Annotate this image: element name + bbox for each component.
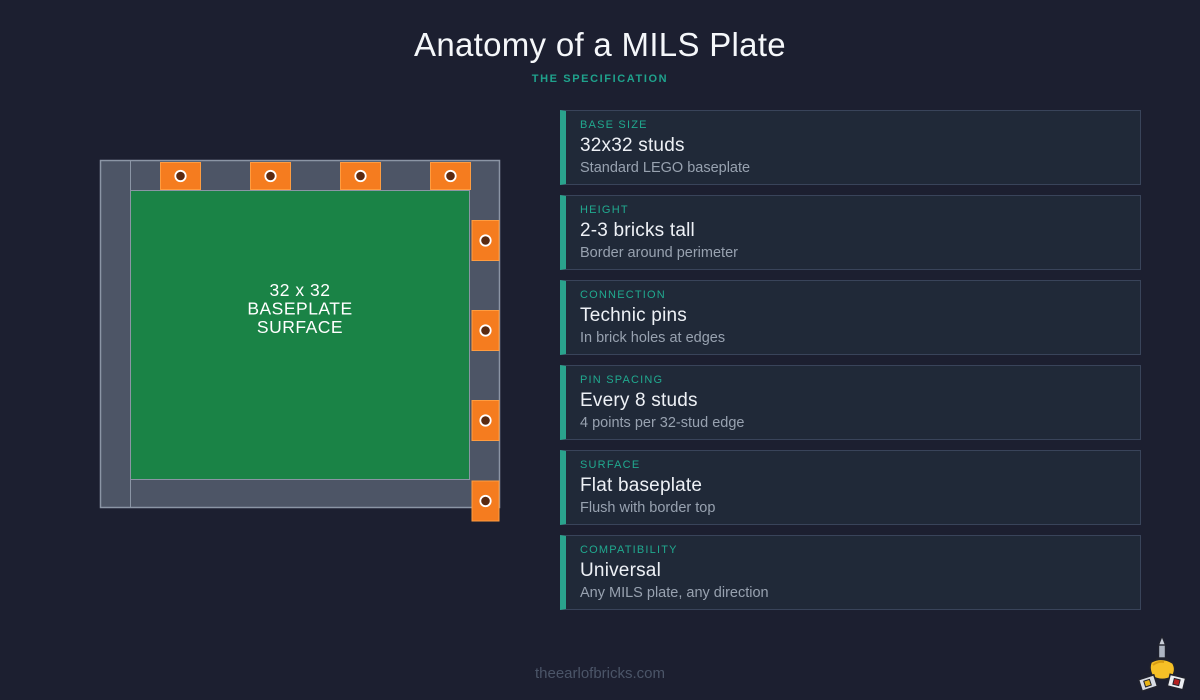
card-label: BASE SIZE <box>580 119 648 131</box>
card-description: Standard LEGO baseplate <box>580 160 751 176</box>
card-label: CONNECTION <box>580 289 666 301</box>
card-value: Every 8 studs <box>580 390 698 411</box>
card-label: HEIGHT <box>580 204 629 216</box>
technic-pin <box>471 220 500 261</box>
card-value: Universal <box>580 560 661 581</box>
top-pin-row <box>160 162 471 190</box>
card-description: Any MILS plate, any direction <box>580 585 769 601</box>
pin-hole-icon <box>479 324 492 337</box>
page-subtitle: THE SPECIFICATION <box>531 73 669 85</box>
earl-of-bricks-logo <box>1136 634 1188 694</box>
surface-label-line3: SURFACE <box>257 317 343 337</box>
pin-hole-icon <box>444 169 457 183</box>
spec-card-height: HEIGHT 2-3 bricks tall Border around per… <box>560 195 1141 270</box>
header: Anatomy of a MILS Plate THE SPECIFICATIO… <box>0 0 1200 85</box>
technic-pin <box>250 162 291 190</box>
technic-pin <box>340 162 381 190</box>
brick-left-icon <box>1137 673 1159 693</box>
pin-hole-icon <box>479 414 492 427</box>
card-label: COMPATIBILITY <box>580 544 678 556</box>
page-title: Anatomy of a MILS Plate <box>414 26 786 63</box>
pin-hole-icon <box>174 169 187 183</box>
surface-label: 32 x 32 BASEPLATE SURFACE <box>247 280 352 337</box>
card-label: SURFACE <box>580 459 641 471</box>
card-label: PIN SPACING <box>580 374 664 386</box>
card-description: Flush with border top <box>580 500 716 516</box>
footer-website: theearlofbricks.com <box>534 665 666 682</box>
card-value: 32x32 studs <box>580 135 685 156</box>
card-description: Border around perimeter <box>580 245 738 261</box>
technic-pin <box>160 162 201 190</box>
technic-pin <box>471 480 500 522</box>
brick-right-icon <box>1166 673 1187 691</box>
pin-hole-icon <box>479 494 492 508</box>
pin-hole-icon <box>264 169 277 183</box>
card-description: In brick holes at edges <box>580 330 726 346</box>
spec-card-connection: CONNECTION Technic pins In brick holes a… <box>560 280 1141 355</box>
spec-card-surface: SURFACE Flat baseplate Flush with border… <box>560 450 1141 525</box>
pin-hole-icon <box>354 169 367 183</box>
card-value: 2-3 bricks tall <box>580 220 695 241</box>
technic-pin <box>471 400 500 441</box>
spec-card-base-size: BASE SIZE 32x32 studs Standard LEGO base… <box>560 110 1141 185</box>
card-description: 4 points per 32-stud edge <box>580 415 745 431</box>
spec-card-compatibility: COMPATIBILITY Universal Any MILS plate, … <box>560 535 1141 610</box>
spec-card-list: BASE SIZE 32x32 studs Standard LEGO base… <box>560 110 1141 610</box>
crown-highlight <box>1152 660 1165 666</box>
mils-plate-diagram: 32 x 32 BASEPLATE SURFACE <box>99 159 501 522</box>
card-value: Technic pins <box>580 305 687 326</box>
baseplate-surface <box>130 190 470 480</box>
card-value: Flat baseplate <box>580 475 703 496</box>
pin-hole-icon <box>479 234 492 247</box>
technic-pin <box>430 162 471 190</box>
surface-label-line1: 32 x 32 <box>270 280 331 300</box>
right-pin-column <box>471 220 500 522</box>
surface-label-line2: BASEPLATE <box>247 299 352 319</box>
spec-card-pin-spacing: PIN SPACING Every 8 studs 4 points per 3… <box>560 365 1141 440</box>
technic-pin <box>471 310 500 351</box>
earl-of-bricks-logo-icon <box>1137 634 1187 693</box>
